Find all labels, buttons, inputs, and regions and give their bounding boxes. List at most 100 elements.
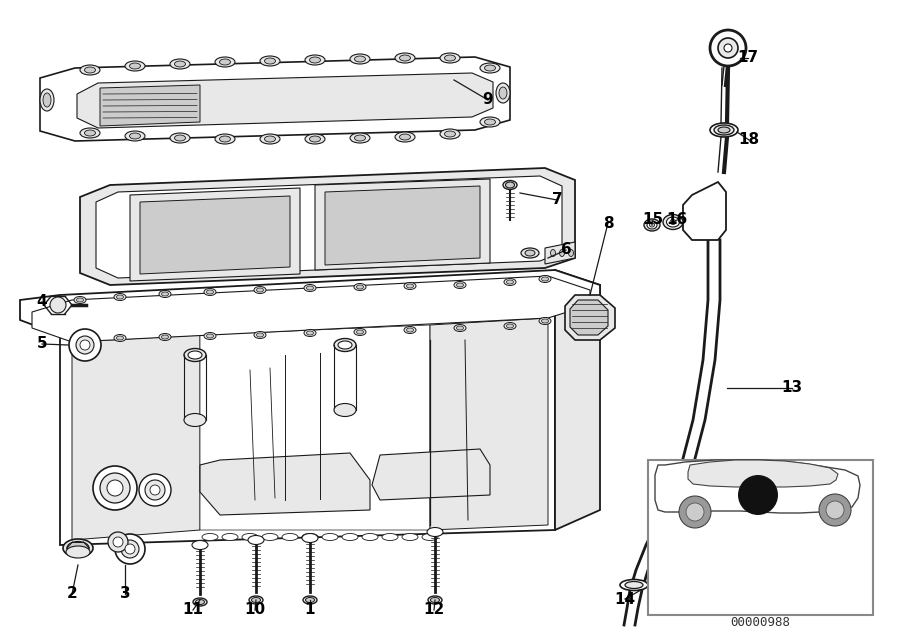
Polygon shape [688,460,838,487]
Text: 17: 17 [737,51,759,65]
Ellipse shape [215,57,235,67]
Ellipse shape [265,136,275,142]
Ellipse shape [454,324,466,331]
Circle shape [826,501,844,519]
Ellipse shape [663,215,683,229]
Ellipse shape [43,93,51,107]
Polygon shape [130,188,300,281]
Ellipse shape [569,250,573,257]
Ellipse shape [539,276,551,283]
Ellipse shape [445,131,455,137]
Ellipse shape [161,335,168,339]
Circle shape [93,466,137,510]
Polygon shape [545,242,575,264]
Ellipse shape [175,135,185,141]
Ellipse shape [40,89,54,111]
Ellipse shape [354,283,366,290]
Ellipse shape [242,533,258,540]
Polygon shape [32,276,590,342]
Text: 11: 11 [183,603,203,617]
Polygon shape [325,186,480,265]
Ellipse shape [356,330,364,334]
Ellipse shape [302,533,318,540]
Circle shape [679,496,711,528]
Ellipse shape [66,546,90,558]
Ellipse shape [215,134,235,144]
Ellipse shape [114,335,126,342]
Ellipse shape [644,219,660,231]
Ellipse shape [480,63,500,73]
Polygon shape [655,460,860,513]
Ellipse shape [400,55,410,61]
Circle shape [80,340,90,350]
Ellipse shape [80,65,100,75]
Circle shape [100,473,130,503]
Ellipse shape [116,295,123,299]
Ellipse shape [256,288,264,292]
Circle shape [738,475,778,515]
Ellipse shape [125,131,145,141]
Ellipse shape [507,324,514,328]
Ellipse shape [307,331,313,335]
Ellipse shape [116,336,123,340]
Ellipse shape [85,130,95,136]
Ellipse shape [206,290,213,294]
Ellipse shape [503,180,517,189]
Text: 10: 10 [245,603,266,617]
Ellipse shape [74,337,86,344]
Text: 13: 13 [781,380,803,396]
Ellipse shape [484,119,496,125]
Ellipse shape [159,333,171,340]
Polygon shape [555,270,600,530]
Ellipse shape [310,57,320,63]
Text: 2: 2 [67,587,77,601]
Ellipse shape [334,338,356,352]
Polygon shape [40,57,510,141]
Ellipse shape [404,283,416,290]
Ellipse shape [334,403,356,417]
Polygon shape [96,176,562,278]
Ellipse shape [667,217,680,227]
Ellipse shape [130,63,140,69]
Ellipse shape [525,250,535,256]
Ellipse shape [456,283,464,287]
Ellipse shape [625,582,643,589]
Ellipse shape [407,328,413,332]
Text: 12: 12 [423,603,445,617]
Ellipse shape [560,250,564,257]
Ellipse shape [496,83,510,103]
Ellipse shape [222,533,238,540]
Text: 7: 7 [552,192,562,208]
Ellipse shape [130,133,140,139]
Ellipse shape [282,533,298,540]
Ellipse shape [504,279,516,286]
Ellipse shape [305,55,325,65]
Polygon shape [80,168,575,285]
Text: 16: 16 [666,213,688,227]
Ellipse shape [206,334,213,338]
Ellipse shape [80,128,100,138]
Ellipse shape [539,318,551,324]
Ellipse shape [303,596,317,604]
Ellipse shape [204,288,216,295]
Ellipse shape [85,67,95,73]
Ellipse shape [670,220,676,225]
Polygon shape [60,310,555,545]
Ellipse shape [67,542,89,554]
Ellipse shape [427,528,443,537]
Ellipse shape [307,286,313,290]
Ellipse shape [355,135,365,141]
Ellipse shape [445,55,455,61]
Polygon shape [372,449,490,500]
Ellipse shape [440,129,460,139]
Polygon shape [315,179,490,270]
Polygon shape [140,196,290,274]
Ellipse shape [499,87,507,99]
Ellipse shape [74,297,86,304]
Text: 3: 3 [120,587,130,601]
Text: 15: 15 [643,213,663,227]
Ellipse shape [484,65,496,71]
Ellipse shape [260,134,280,144]
Circle shape [145,480,165,500]
Ellipse shape [114,293,126,300]
